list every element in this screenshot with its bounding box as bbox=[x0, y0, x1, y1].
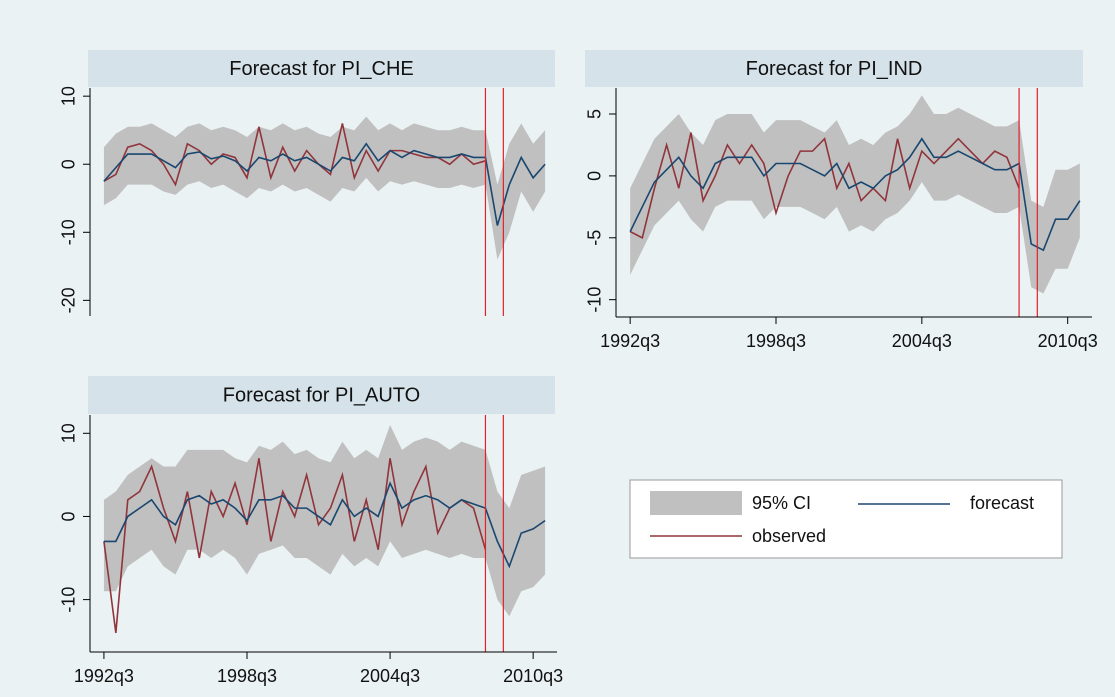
legend-swatch-ci bbox=[650, 491, 742, 515]
x-tick-label: 2010q3 bbox=[503, 666, 563, 686]
panel-title: Forecast for PI_IND bbox=[746, 58, 923, 80]
y-tick-label: 0 bbox=[585, 171, 605, 181]
x-tick-label: 1992q3 bbox=[74, 666, 134, 686]
x-tick-label: 1998q3 bbox=[746, 331, 806, 351]
x-tick-label: 2004q3 bbox=[892, 331, 952, 351]
y-tick-label: -5 bbox=[585, 230, 605, 246]
forecast-line bbox=[629, 137, 1081, 252]
x-tick-label: 1998q3 bbox=[217, 666, 277, 686]
panel-title: Forecast for PI_CHE bbox=[229, 58, 414, 80]
title-bar bbox=[88, 376, 555, 414]
x-tick-label: 2010q3 bbox=[1038, 331, 1098, 351]
y-tick-label: 0 bbox=[59, 511, 79, 521]
y-tick-label: 10 bbox=[59, 86, 79, 106]
y-tick-label: -20 bbox=[59, 287, 79, 313]
title-bar bbox=[88, 50, 555, 87]
ci-band bbox=[630, 95, 1080, 294]
legend-label: 95% CI bbox=[752, 493, 811, 513]
title-bar bbox=[585, 50, 1083, 87]
y-tick-label: -10 bbox=[59, 219, 79, 245]
y-tick-label: -10 bbox=[59, 587, 79, 613]
legend-label: observed bbox=[752, 526, 826, 546]
y-tick-label: 10 bbox=[59, 423, 79, 443]
observed-line bbox=[103, 123, 486, 187]
panel-title: Forecast for PI_AUTO bbox=[223, 384, 420, 406]
y-tick-label: -10 bbox=[585, 287, 605, 313]
ci-band bbox=[103, 116, 546, 260]
forecast-line bbox=[103, 481, 546, 569]
observed-line bbox=[629, 132, 1020, 239]
legend-label: forecast bbox=[970, 493, 1034, 513]
y-tick-label: 5 bbox=[585, 109, 605, 119]
forecast-line bbox=[103, 142, 546, 226]
x-tick-label: 1992q3 bbox=[600, 331, 660, 351]
x-tick-label: 2004q3 bbox=[360, 666, 420, 686]
y-tick-label: 0 bbox=[59, 159, 79, 169]
